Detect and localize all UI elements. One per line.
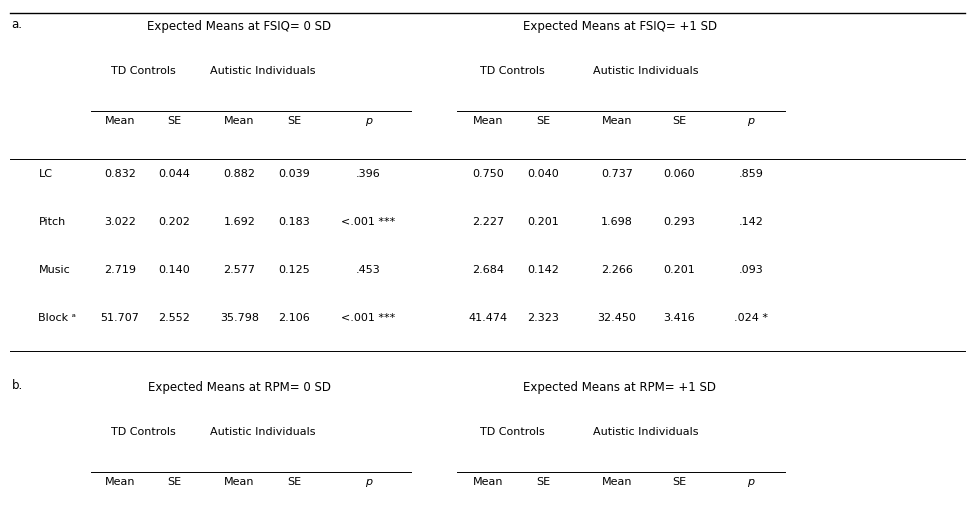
Text: 35.798: 35.798 bbox=[220, 313, 259, 323]
Text: 3.022: 3.022 bbox=[103, 217, 136, 227]
Text: 51.707: 51.707 bbox=[101, 313, 140, 323]
Text: 0.293: 0.293 bbox=[664, 217, 695, 227]
Text: SE: SE bbox=[287, 477, 301, 487]
Text: TD Controls: TD Controls bbox=[479, 426, 545, 437]
Text: 0.202: 0.202 bbox=[158, 217, 190, 227]
Text: .453: .453 bbox=[356, 265, 381, 275]
Text: .396: .396 bbox=[356, 169, 381, 179]
Text: LC: LC bbox=[38, 169, 53, 179]
Text: Autistic Individuals: Autistic Individuals bbox=[211, 66, 316, 76]
Text: Expected Means at RPM= +1 SD: Expected Means at RPM= +1 SD bbox=[523, 381, 716, 394]
Text: 0.750: 0.750 bbox=[472, 169, 504, 179]
Text: p: p bbox=[748, 477, 754, 487]
Text: 0.040: 0.040 bbox=[528, 169, 559, 179]
Text: 0.201: 0.201 bbox=[664, 265, 695, 275]
Text: 32.450: 32.450 bbox=[597, 313, 636, 323]
Text: TD Controls: TD Controls bbox=[111, 426, 176, 437]
Text: <.001 ***: <.001 *** bbox=[342, 217, 395, 227]
Text: 41.474: 41.474 bbox=[468, 313, 508, 323]
Text: 2.106: 2.106 bbox=[278, 313, 309, 323]
Text: 2.266: 2.266 bbox=[601, 265, 633, 275]
Text: 2.719: 2.719 bbox=[103, 265, 136, 275]
Text: Mean: Mean bbox=[602, 477, 632, 487]
Text: SE: SE bbox=[672, 477, 686, 487]
Text: 2.577: 2.577 bbox=[224, 265, 256, 275]
Text: .024 *: .024 * bbox=[734, 313, 768, 323]
Text: SE: SE bbox=[167, 477, 182, 487]
Text: Expected Means at RPM= 0 SD: Expected Means at RPM= 0 SD bbox=[147, 381, 331, 394]
Text: 3.416: 3.416 bbox=[664, 313, 695, 323]
Text: Mean: Mean bbox=[224, 477, 255, 487]
Text: Autistic Individuals: Autistic Individuals bbox=[593, 66, 699, 76]
Text: 2.323: 2.323 bbox=[528, 313, 559, 323]
Text: b.: b. bbox=[12, 379, 22, 391]
Text: Mean: Mean bbox=[224, 116, 255, 126]
Text: 0.832: 0.832 bbox=[103, 169, 136, 179]
Text: Mean: Mean bbox=[472, 477, 504, 487]
Text: 2.552: 2.552 bbox=[158, 313, 190, 323]
Text: 2.684: 2.684 bbox=[472, 265, 504, 275]
Text: SE: SE bbox=[672, 116, 686, 126]
Text: <.001 ***: <.001 *** bbox=[342, 313, 395, 323]
Text: Mean: Mean bbox=[104, 477, 135, 487]
Text: SE: SE bbox=[537, 116, 550, 126]
Text: .859: .859 bbox=[739, 169, 763, 179]
Text: Mean: Mean bbox=[472, 116, 504, 126]
Text: 0.060: 0.060 bbox=[664, 169, 695, 179]
Text: Expected Means at FSIQ= +1 SD: Expected Means at FSIQ= +1 SD bbox=[523, 20, 717, 33]
Text: 0.201: 0.201 bbox=[528, 217, 559, 227]
Text: 1.692: 1.692 bbox=[224, 217, 256, 227]
Text: SE: SE bbox=[537, 477, 550, 487]
Text: Block ᵃ: Block ᵃ bbox=[38, 313, 76, 323]
Text: 0.039: 0.039 bbox=[278, 169, 309, 179]
Text: 0.882: 0.882 bbox=[224, 169, 256, 179]
Text: a.: a. bbox=[12, 18, 22, 31]
Text: Pitch: Pitch bbox=[38, 217, 65, 227]
Text: 0.140: 0.140 bbox=[158, 265, 190, 275]
Text: Mean: Mean bbox=[104, 116, 135, 126]
Text: 0.125: 0.125 bbox=[278, 265, 309, 275]
Text: p: p bbox=[748, 116, 754, 126]
Text: 0.142: 0.142 bbox=[528, 265, 559, 275]
Text: .142: .142 bbox=[739, 217, 763, 227]
Text: p: p bbox=[365, 477, 372, 487]
Text: 0.737: 0.737 bbox=[601, 169, 633, 179]
Text: Mean: Mean bbox=[602, 116, 632, 126]
Text: 0.044: 0.044 bbox=[158, 169, 190, 179]
Text: Expected Means at FSIQ= 0 SD: Expected Means at FSIQ= 0 SD bbox=[147, 20, 332, 33]
Text: 2.227: 2.227 bbox=[472, 217, 504, 227]
Text: .093: .093 bbox=[739, 265, 763, 275]
Text: TD Controls: TD Controls bbox=[111, 66, 176, 76]
Text: Autistic Individuals: Autistic Individuals bbox=[593, 426, 699, 437]
Text: Music: Music bbox=[38, 265, 70, 275]
Text: TD Controls: TD Controls bbox=[479, 66, 545, 76]
Text: 0.183: 0.183 bbox=[278, 217, 309, 227]
Text: 1.698: 1.698 bbox=[601, 217, 633, 227]
Text: p: p bbox=[365, 116, 372, 126]
Text: Autistic Individuals: Autistic Individuals bbox=[211, 426, 316, 437]
Text: SE: SE bbox=[287, 116, 301, 126]
Text: SE: SE bbox=[167, 116, 182, 126]
